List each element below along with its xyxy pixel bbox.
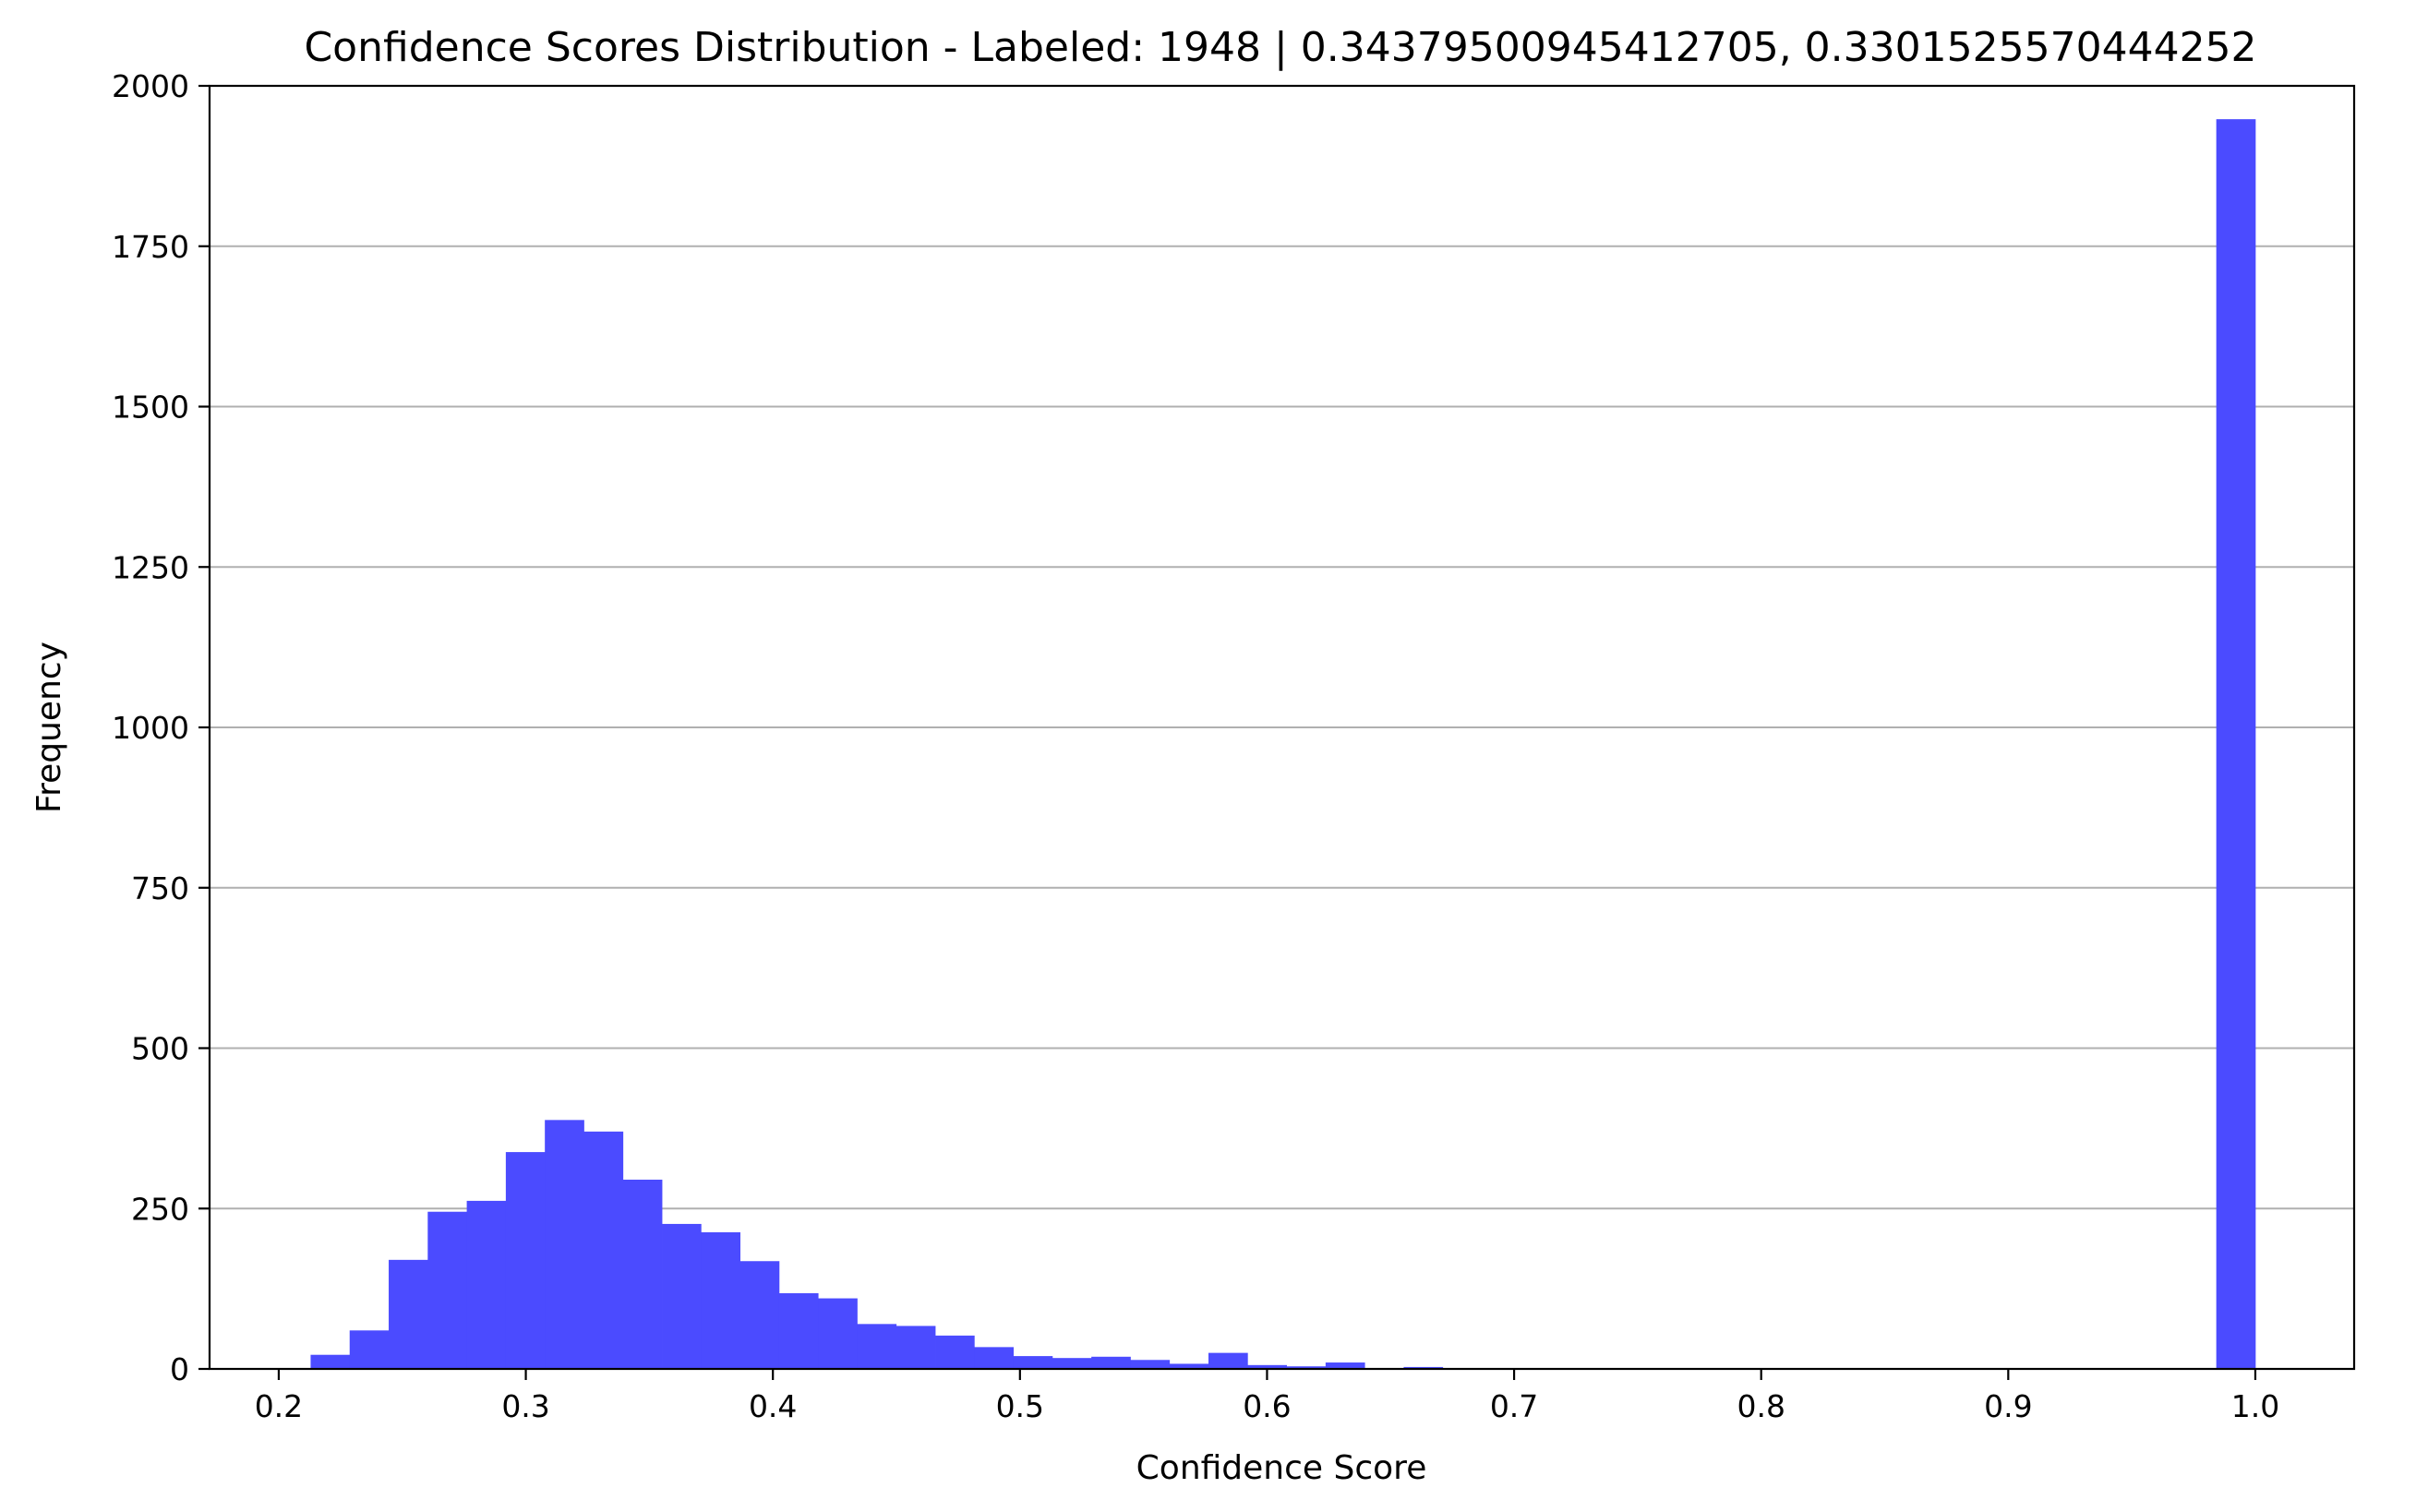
histogram-bar xyxy=(974,1347,1014,1369)
histogram-bar xyxy=(778,1292,819,1369)
x-axis-ticks: 0.2 0.3 0.4 0.5 0.6 0.7 0.8 0.9 1.0 xyxy=(255,1369,2279,1424)
histogram-bar xyxy=(1208,1352,1248,1369)
y-axis-ticks: 0 250 500 750 1000 1250 1500 1750 2000 xyxy=(112,68,210,1387)
histogram-bar xyxy=(857,1324,897,1369)
x-tick-label: 0.6 xyxy=(1243,1388,1291,1424)
x-tick-label: 0.9 xyxy=(1984,1388,2032,1424)
histogram-bar xyxy=(1325,1362,1365,1369)
y-tick-label: 1000 xyxy=(112,710,189,746)
y-tick-label: 1250 xyxy=(112,549,189,585)
x-axis-label: Confidence Score xyxy=(1136,1449,1427,1487)
y-axis-label: Frequency xyxy=(30,642,68,813)
histogram-bar xyxy=(583,1131,624,1369)
histogram-bar xyxy=(895,1326,936,1369)
y-gridlines xyxy=(210,245,2354,1210)
y-tick-label: 0 xyxy=(170,1351,189,1387)
histogram-bar xyxy=(1091,1356,1131,1369)
histogram-bar xyxy=(935,1335,975,1369)
histogram-bar xyxy=(505,1152,546,1369)
x-tick-label: 0.8 xyxy=(1737,1388,1785,1424)
histogram-bar xyxy=(1013,1356,1053,1369)
x-tick-label: 0.5 xyxy=(996,1388,1044,1424)
y-tick-label: 1750 xyxy=(112,229,189,265)
histogram-bar xyxy=(1130,1360,1171,1369)
chart-title: Confidence Scores Distribution - Labeled… xyxy=(304,24,2256,71)
x-tick-label: 0.3 xyxy=(501,1388,549,1424)
y-tick-label: 1500 xyxy=(112,390,189,426)
histogram-bar xyxy=(389,1259,428,1369)
y-tick-label: 750 xyxy=(131,870,189,906)
x-tick-label: 1.0 xyxy=(2231,1388,2279,1424)
histogram-bar xyxy=(1169,1363,1209,1369)
y-tick-label: 500 xyxy=(131,1031,189,1067)
histogram-bar xyxy=(818,1298,858,1369)
histogram-bar xyxy=(310,1354,351,1369)
x-tick-label: 0.4 xyxy=(749,1388,797,1424)
x-tick-label: 0.7 xyxy=(1490,1388,1538,1424)
x-tick-label: 0.2 xyxy=(255,1388,303,1424)
histogram-bar xyxy=(2216,119,2256,1369)
histogram-bar xyxy=(427,1211,467,1369)
histogram-bars xyxy=(310,119,2256,1369)
histogram-bar xyxy=(1286,1366,1327,1369)
histogram-bar xyxy=(349,1330,390,1369)
histogram-bar xyxy=(622,1179,663,1369)
histogram-bar xyxy=(466,1200,507,1369)
histogram-bar xyxy=(701,1231,740,1369)
histogram-bar xyxy=(662,1223,702,1369)
histogram-bar xyxy=(545,1120,584,1369)
histogram-bar xyxy=(1247,1364,1287,1369)
y-tick-label: 250 xyxy=(131,1191,189,1227)
histogram-bar xyxy=(1052,1358,1092,1369)
histogram-bar xyxy=(739,1261,780,1369)
y-tick-label: 2000 xyxy=(112,68,189,104)
